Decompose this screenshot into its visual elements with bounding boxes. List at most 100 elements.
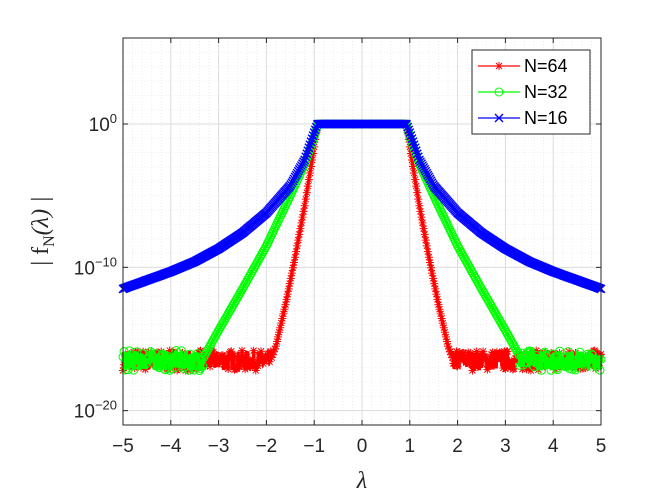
data-point <box>160 365 170 375</box>
data-point <box>573 362 583 372</box>
data-point <box>431 284 440 293</box>
y-tick-exponent: −20 <box>95 398 117 413</box>
data-point <box>501 364 510 373</box>
x-tick-label: 5 <box>596 436 607 457</box>
data-point <box>595 365 605 375</box>
data-point <box>408 137 418 147</box>
data-point <box>476 351 485 360</box>
data-point <box>265 357 274 366</box>
data-point <box>197 355 207 365</box>
y-axis-label-text: | fN(λ) | <box>28 196 58 265</box>
x-tick-label: 2 <box>452 436 463 457</box>
data-point <box>281 300 290 309</box>
data-point <box>302 188 311 197</box>
data-point <box>492 348 501 357</box>
data-point <box>300 155 310 165</box>
series-n16 <box>118 119 606 294</box>
data-point <box>415 201 424 210</box>
data-point <box>269 347 278 356</box>
data-point <box>479 347 488 356</box>
data-point <box>451 352 460 361</box>
data-point <box>537 365 547 375</box>
data-point <box>139 347 148 356</box>
data-point <box>291 253 300 262</box>
data-point <box>249 346 258 355</box>
data-point <box>119 346 129 356</box>
data-point <box>227 347 236 356</box>
data-point <box>473 363 482 372</box>
data-point <box>453 362 462 371</box>
data-point <box>562 352 572 362</box>
x-tick-label: 0 <box>357 436 368 457</box>
data-point <box>422 241 431 250</box>
data-point <box>294 236 303 245</box>
data-point <box>421 236 430 245</box>
data-point <box>435 305 444 314</box>
data-point <box>563 347 573 357</box>
data-point <box>581 364 590 373</box>
data-point <box>509 364 518 373</box>
data-point <box>229 352 238 361</box>
data-point <box>303 182 312 191</box>
data-point <box>253 361 262 370</box>
data-point <box>418 218 427 227</box>
data-point <box>407 134 417 144</box>
y-axis-label-arg: (λ) | <box>28 196 54 235</box>
data-point <box>302 149 312 159</box>
data-point <box>301 195 310 204</box>
data-point <box>433 295 442 304</box>
data-point <box>409 140 419 150</box>
data-point <box>270 345 279 354</box>
data-point <box>441 332 450 341</box>
data-point <box>427 263 436 272</box>
data-point <box>283 290 292 299</box>
data-point <box>298 213 307 222</box>
data-point <box>246 363 255 372</box>
data-point <box>258 353 267 362</box>
data-point <box>411 146 421 156</box>
y-axis-label-main: | f <box>28 247 54 266</box>
data-point <box>297 218 306 227</box>
data-point <box>311 135 320 144</box>
data-point <box>485 361 494 370</box>
data-point <box>406 131 416 141</box>
data-point <box>586 349 596 359</box>
data-point <box>209 348 218 357</box>
data-point <box>405 128 415 138</box>
data-point <box>582 349 592 359</box>
data-point <box>216 355 225 364</box>
data-point <box>440 328 449 337</box>
data-point <box>145 353 155 363</box>
data-point <box>446 347 455 356</box>
data-point <box>497 349 506 358</box>
data-point <box>459 349 468 358</box>
data-point <box>279 309 288 318</box>
data-point <box>256 357 265 366</box>
data-point <box>552 365 562 375</box>
data-point <box>304 143 314 153</box>
data-point <box>157 349 167 359</box>
data-point <box>212 351 221 360</box>
data-point <box>242 350 251 359</box>
data-point <box>462 358 471 367</box>
data-point <box>141 365 150 374</box>
data-point <box>308 155 317 164</box>
data-point <box>412 149 422 159</box>
data-point <box>168 357 178 367</box>
data-point <box>567 364 577 374</box>
data-point <box>296 224 305 233</box>
data-point <box>274 332 283 341</box>
legend-item-n64: N=64 <box>478 56 568 76</box>
data-point <box>307 162 316 171</box>
data-point <box>305 140 315 150</box>
data-point <box>292 247 301 256</box>
data-point <box>268 350 277 359</box>
data-point <box>420 230 429 239</box>
data-point <box>463 354 472 363</box>
data-point <box>295 230 304 239</box>
data-point <box>411 175 420 184</box>
legend-marker <box>494 113 504 123</box>
x-tick-label: 4 <box>548 436 559 457</box>
data-point <box>247 361 256 370</box>
data-point <box>417 213 426 222</box>
